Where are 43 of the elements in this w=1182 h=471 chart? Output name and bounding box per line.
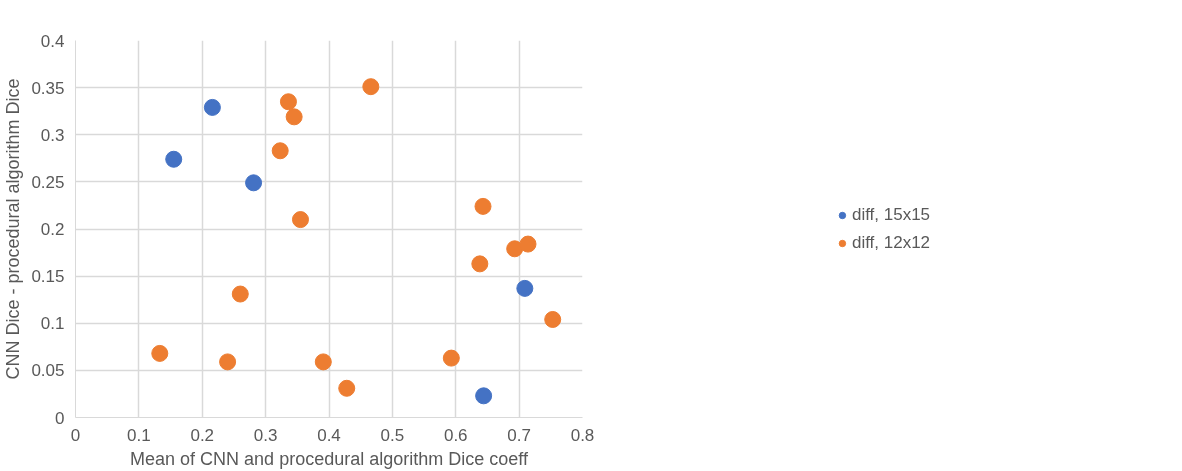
point	[271, 142, 289, 160]
point	[362, 78, 380, 96]
point	[219, 353, 237, 371]
point	[338, 379, 356, 397]
point	[471, 255, 489, 273]
legend-label: diff, 15x15	[851, 204, 931, 225]
legend-label: diff, 12x12	[851, 232, 931, 253]
x-tick-label: 0.4	[317, 425, 341, 445]
x-axis-title: Mean of CNN and procedural algorithm Dice coeff	[130, 448, 529, 469]
y-tick-label: 0.1	[40, 314, 65, 334]
point	[231, 285, 249, 303]
y-tick-label: 0.4	[40, 31, 65, 51]
point	[285, 108, 303, 126]
y-tick-label: 0.35	[31, 78, 65, 98]
x-tick-label: 0.3	[253, 425, 278, 445]
x-tick-label: 0.7	[507, 425, 531, 445]
point	[544, 311, 562, 328]
x-tick-label: 0.5	[380, 425, 405, 445]
point	[474, 197, 492, 215]
x-tick-label: 0.8	[570, 425, 595, 445]
y-tick-label: 0.3	[40, 125, 65, 145]
x-tick-label: 0.6	[443, 425, 468, 445]
y-tick-label: 0.15	[31, 267, 65, 287]
point	[245, 174, 263, 192]
point	[516, 279, 534, 297]
point	[165, 150, 183, 168]
y-tick-label: 0	[55, 408, 65, 428]
y-axis-title: CNN Dice - procedural algorithm Dice	[3, 78, 24, 380]
y-tick-label: 0.05	[31, 361, 65, 381]
point	[151, 344, 169, 362]
point	[475, 387, 493, 405]
x-tick-label: 0	[70, 425, 81, 445]
point	[442, 349, 460, 367]
x-tick-label: 0.2	[190, 425, 215, 445]
point	[519, 235, 537, 253]
point	[314, 353, 332, 371]
x-tick-label: 0.1	[127, 425, 151, 445]
point	[203, 98, 221, 116]
point	[506, 240, 524, 258]
y-tick-label: 0.25	[31, 172, 65, 192]
y-tick-label: 0.2	[40, 220, 65, 239]
point	[279, 93, 297, 111]
point	[291, 211, 309, 229]
